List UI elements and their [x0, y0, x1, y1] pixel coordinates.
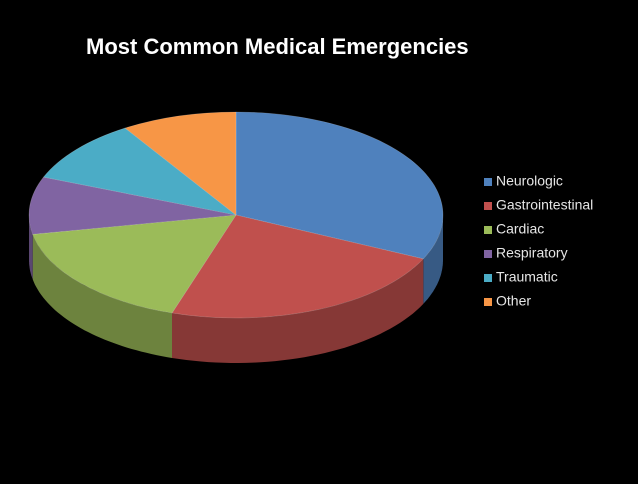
legend-label: Neurologic: [496, 173, 563, 189]
slice: [28, 176, 237, 235]
slice-side: [29, 215, 33, 280]
legend-swatch: [484, 178, 492, 186]
slice-side: [32, 234, 173, 358]
legend-label: Cardiac: [496, 221, 544, 237]
slice: [171, 214, 424, 319]
slice-side: [172, 258, 424, 363]
slice: [42, 127, 237, 216]
slice: [124, 111, 237, 216]
legend-swatch: [484, 226, 492, 234]
chart-title: Most Common Medical Emergencies: [86, 34, 469, 59]
legend-label: Other: [496, 293, 531, 309]
legend-swatch: [484, 202, 492, 210]
slice: [32, 214, 237, 314]
legend-swatch: [484, 250, 492, 258]
legend-label: Respiratory: [496, 245, 568, 261]
legend-swatch: [484, 298, 492, 306]
slice-side: [423, 215, 443, 304]
legend-label: Gastrointestinal: [496, 197, 593, 213]
legend-swatch: [484, 274, 492, 282]
legend-label: Traumatic: [496, 269, 558, 285]
slice: [235, 111, 444, 260]
